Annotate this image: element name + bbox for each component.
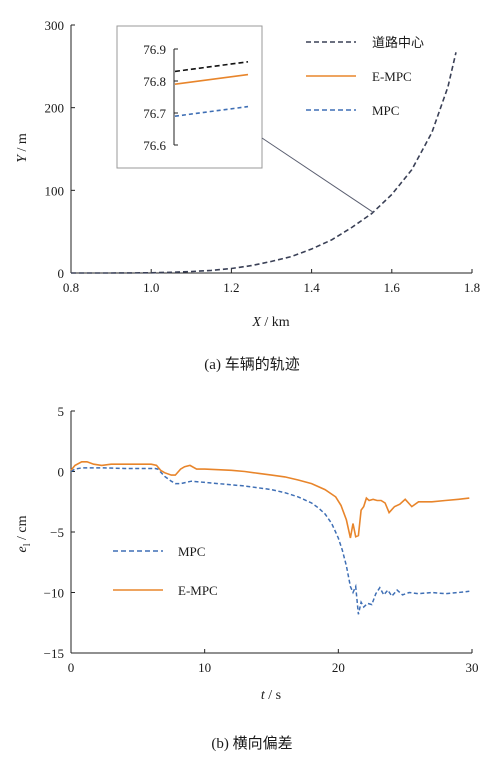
road-center-series bbox=[71, 52, 457, 274]
lateral-deviation-chart: 0 10 20 30 −15 −10 −5 0 5 MPC E-MPC t / s el / c… bbox=[15, 404, 479, 752]
deviation-y-tick-label: 0 bbox=[58, 465, 65, 480]
trajectory-y-axis-label: Y / m bbox=[15, 133, 30, 163]
empc-series bbox=[70, 461, 470, 539]
trajectory-y-tick-label: 200 bbox=[45, 101, 65, 116]
deviation-x-tick-label: 20 bbox=[332, 660, 345, 675]
deviation-y-tick-label: −10 bbox=[44, 586, 64, 601]
legend-road-center-label: 道路中心 bbox=[372, 35, 424, 50]
inset-y-tick-label: 76.6 bbox=[143, 138, 166, 153]
trajectory-caption: (a) 车辆的轨迹 bbox=[204, 356, 299, 373]
deviation-y-tick-label: −15 bbox=[44, 646, 64, 661]
inset-y-tick-label: 76.9 bbox=[143, 42, 166, 57]
trajectory-legend: 道路中心 E-MPC MPC bbox=[306, 35, 424, 118]
inset-line-mpc bbox=[174, 105, 249, 117]
deviation-y-tick-label: −5 bbox=[50, 525, 64, 540]
deviation-legend: MPC E-MPC bbox=[113, 544, 218, 598]
mpc-series bbox=[70, 467, 470, 615]
trajectory-y-tick-label: 100 bbox=[45, 183, 65, 198]
inset-y-tick-label: 76.7 bbox=[143, 106, 166, 121]
trajectory-x-axis-label: X / km bbox=[251, 315, 289, 330]
inset-line-road-center bbox=[174, 61, 249, 73]
deviation-x-tick-label: 30 bbox=[466, 660, 479, 675]
deviation-axes-ticks: 0 10 20 30 −15 −10 −5 0 5 bbox=[44, 404, 479, 675]
deviation-x-axis-label: t / s bbox=[261, 688, 281, 703]
legend-mpc-label: MPC bbox=[372, 103, 399, 118]
legend-empc-label: E-MPC bbox=[178, 583, 218, 598]
inset-y-tick-label: 76.8 bbox=[143, 74, 166, 89]
trajectory-x-tick-label: 1.2 bbox=[223, 280, 239, 295]
deviation-x-tick-label: 0 bbox=[68, 660, 75, 675]
trajectory-x-tick-label: 1.6 bbox=[384, 280, 401, 295]
deviation-x-tick-label: 10 bbox=[198, 660, 211, 675]
deviation-curves bbox=[70, 461, 470, 615]
trajectory-y-tick-label: 300 bbox=[45, 18, 65, 33]
trajectory-x-tick-label: 1.8 bbox=[464, 280, 480, 295]
trajectory-x-tick-label: 1.0 bbox=[143, 280, 159, 295]
inset-line-empc bbox=[174, 73, 249, 85]
zoom-inset: 76.6 76.7 76.8 76.9 bbox=[116, 25, 375, 214]
road-center-curve bbox=[71, 52, 457, 274]
deviation-caption: (b) 横向偏差 bbox=[211, 735, 292, 752]
trajectory-x-tick-label: 0.8 bbox=[63, 280, 79, 295]
inset-connector-line bbox=[261, 137, 375, 214]
trajectory-x-tick-label: 1.4 bbox=[303, 280, 320, 295]
legend-empc-label: E-MPC bbox=[372, 69, 412, 84]
trajectory-y-tick-label: 0 bbox=[58, 266, 65, 281]
inset-frame bbox=[116, 25, 263, 169]
deviation-y-tick-label: 5 bbox=[58, 404, 65, 419]
deviation-y-axis-label: el / cm bbox=[15, 515, 33, 552]
legend-mpc-label: MPC bbox=[178, 544, 205, 559]
